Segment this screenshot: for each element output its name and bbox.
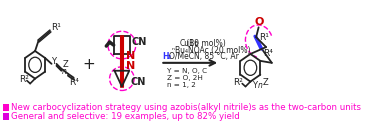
Text: n: n <box>258 81 263 90</box>
Text: CN: CN <box>130 77 146 87</box>
Text: R⁴: R⁴ <box>69 78 79 87</box>
Text: Z = O, 2H: Z = O, 2H <box>167 75 203 81</box>
Text: Z: Z <box>263 78 269 87</box>
Bar <box>3 104 9 111</box>
Text: CN: CN <box>132 37 147 47</box>
Text: Y: Y <box>51 57 56 66</box>
Text: R¹: R¹ <box>259 33 270 42</box>
Text: N: N <box>126 61 135 71</box>
Text: R¹: R¹ <box>51 23 61 32</box>
Text: 2: 2 <box>195 42 199 47</box>
Text: Z: Z <box>62 60 68 69</box>
Text: R⁴: R⁴ <box>263 49 273 58</box>
Text: General and selective: 19 examples, up to 82% yield: General and selective: 19 examples, up t… <box>11 112 240 121</box>
Text: +: + <box>82 57 94 72</box>
Text: (10 mol%): (10 mol%) <box>184 39 226 48</box>
Text: ⁿBu₄NOAc (20 mol%): ⁿBu₄NOAc (20 mol%) <box>172 46 251 54</box>
Text: O/MeCN, 85 °C, Ar: O/MeCN, 85 °C, Ar <box>169 52 239 61</box>
Text: CuBr: CuBr <box>179 39 198 48</box>
Text: Y: Y <box>252 81 257 90</box>
Text: O: O <box>255 17 264 27</box>
Text: n: n <box>62 67 67 76</box>
Text: n = 1, 2: n = 1, 2 <box>167 82 196 88</box>
Text: Y = N, O, C: Y = N, O, C <box>167 68 207 74</box>
Text: H: H <box>162 52 169 61</box>
Bar <box>3 113 9 120</box>
Text: New carbocyclization strategy using azobis(alkyl nitrile)s as the two-carbon uni: New carbocyclization strategy using azob… <box>11 103 361 112</box>
Text: 2: 2 <box>166 55 170 60</box>
Text: R²: R² <box>19 75 29 84</box>
Text: R²: R² <box>233 78 243 87</box>
Text: N: N <box>126 51 135 61</box>
